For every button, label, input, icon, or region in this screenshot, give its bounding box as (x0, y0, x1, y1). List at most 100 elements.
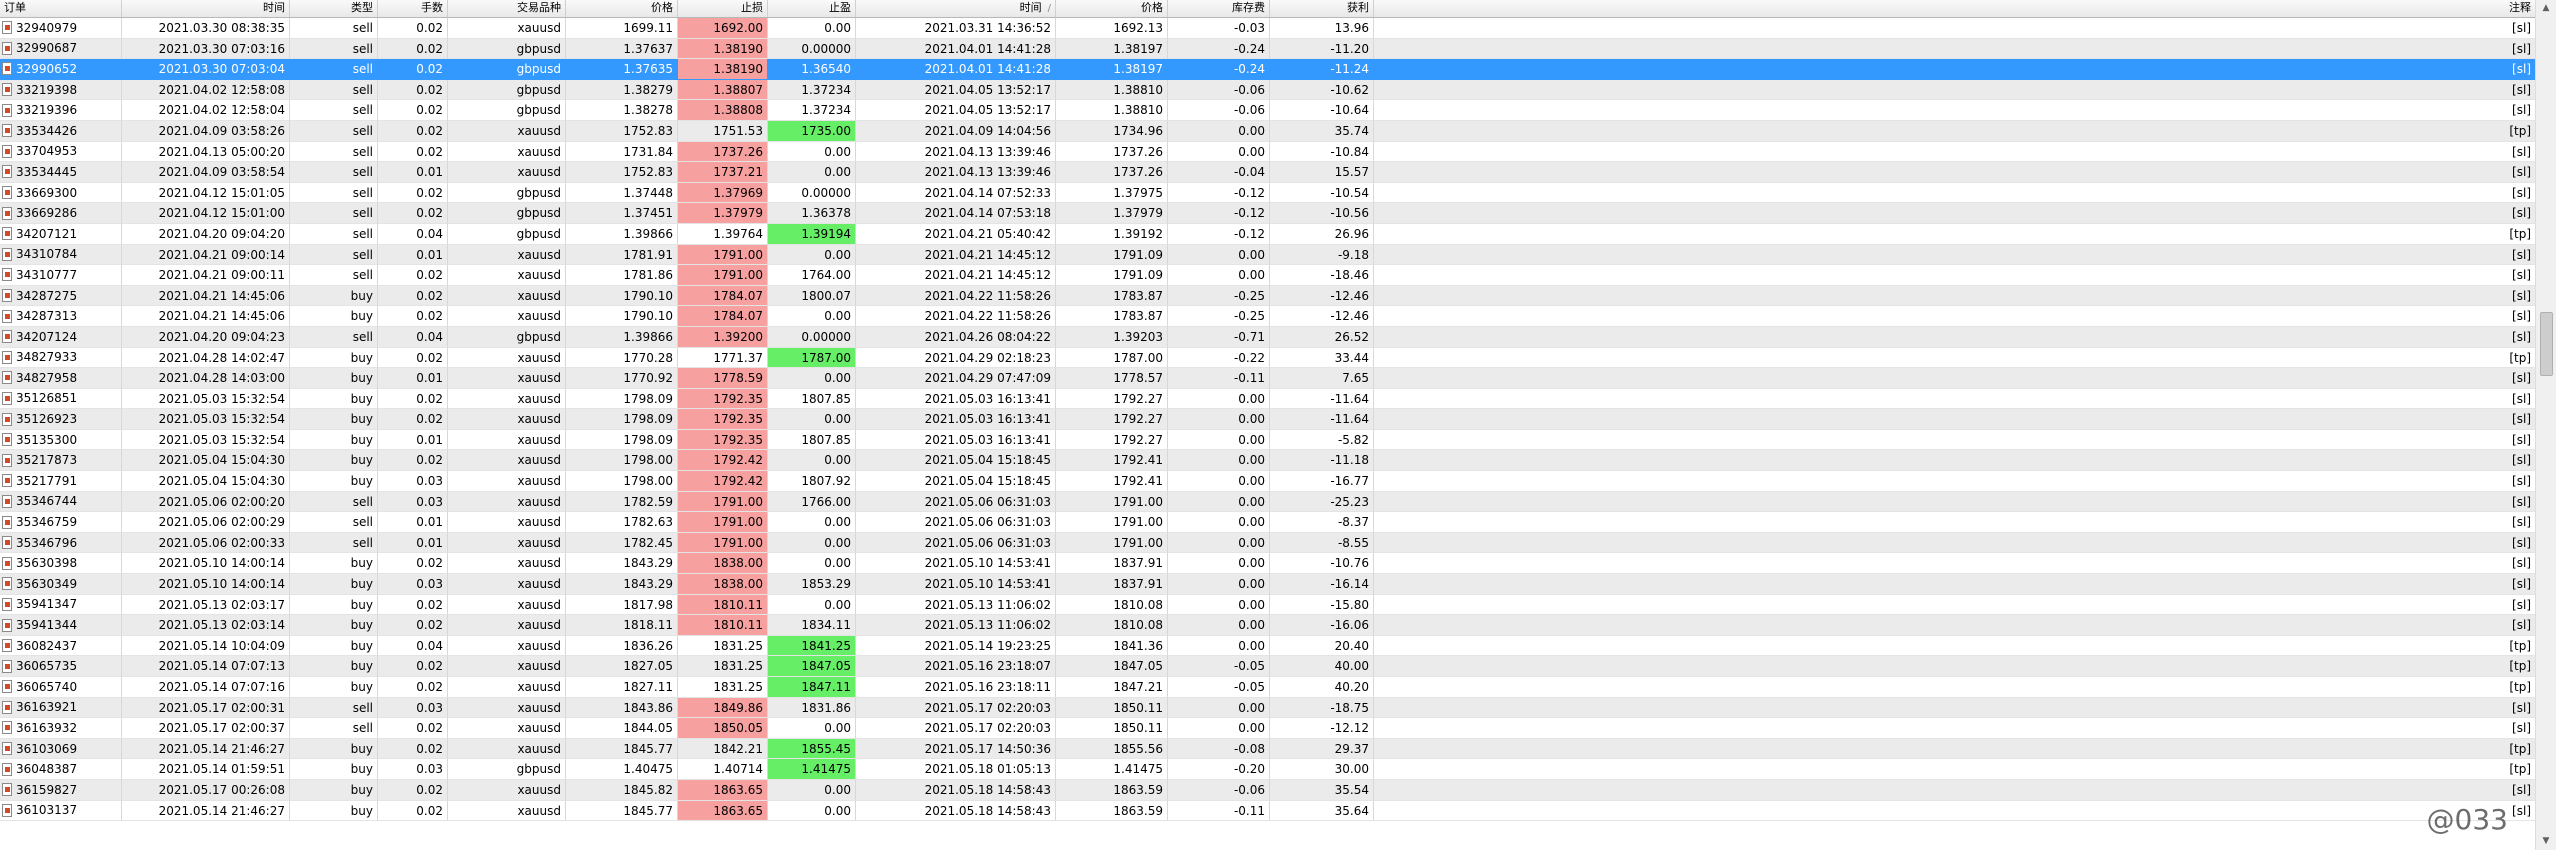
cell-lots: 0.02 (378, 594, 448, 616)
table-row[interactable]: 36065740 2021.05.14 07:07:16 buy 0.02 xauusd… (0, 677, 2536, 698)
cell-open-time: 2021.03.30 07:03:16 (122, 38, 290, 60)
table-row[interactable]: 36163921 2021.05.17 02:00:31 sell 0.03 xauus… (0, 697, 2536, 719)
cell-type: buy (290, 656, 378, 677)
table-row[interactable]: 33669286 2021.04.12 15:01:00 sell 0.02 gbpus… (0, 203, 2536, 224)
column-header-open-time[interactable]: 时间 (122, 0, 290, 17)
table-row[interactable]: 35135300 2021.05.03 15:32:54 buy 0.01 xauusd… (0, 429, 2536, 451)
cell-stop-loss: 1791.00 (678, 512, 768, 533)
table-row[interactable]: 35217873 2021.05.04 15:04:30 buy 0.02 xauusd… (0, 450, 2536, 472)
table-row[interactable]: 33219398 2021.04.02 12:58:08 sell 0.02 gbpus… (0, 79, 2536, 101)
cell-comment: [tp] (1374, 347, 2536, 369)
scroll-up-icon[interactable]: ▲ (2542, 3, 2550, 13)
table-row[interactable]: 34207124 2021.04.20 09:04:23 sell 0.04 gbpus… (0, 326, 2536, 348)
table-row[interactable]: 35126923 2021.05.03 15:32:54 buy 0.02 xauusd… (0, 409, 2536, 430)
cell-open-time: 2021.04.02 12:58:04 (122, 100, 290, 121)
cell-lots: 0.02 (378, 656, 448, 677)
vertical-scrollbar[interactable]: ▲ ▼ (2535, 0, 2556, 850)
table-row[interactable]: 35346744 2021.05.06 02:00:20 sell 0.03 xauus… (0, 491, 2536, 513)
scrollbar-thumb[interactable] (2540, 312, 2553, 376)
cell-symbol: xauusd (448, 594, 566, 616)
table-row[interactable]: 32990652 2021.03.30 07:03:04 sell 0.02 gbpus… (0, 59, 2536, 80)
cell-type: buy (290, 574, 378, 595)
cell-type: sell (290, 59, 378, 80)
table-row[interactable]: 35217791 2021.05.04 15:04:30 buy 0.03 xauusd… (0, 471, 2536, 492)
cell-open-price: 1.38278 (566, 100, 678, 121)
cell-close-time: 2021.05.17 02:20:03 (856, 697, 1056, 719)
cell-order: 35135300 (0, 429, 122, 451)
cell-take-profit: 0.00 (768, 244, 856, 266)
table-row[interactable]: 35346759 2021.05.06 02:00:29 sell 0.01 xauus… (0, 512, 2536, 533)
column-header-swap[interactable]: 库存费 (1168, 0, 1270, 17)
table-row[interactable]: 36159827 2021.05.17 00:26:08 buy 0.02 xauusd… (0, 779, 2536, 801)
column-header-symbol[interactable]: 交易品种 (448, 0, 566, 17)
column-header-open-price[interactable]: 价格 (566, 0, 678, 17)
table-row[interactable]: 33219396 2021.04.02 12:58:04 sell 0.02 gbpus… (0, 100, 2536, 121)
table-row[interactable]: 35630349 2021.05.10 14:00:14 buy 0.03 xauusd… (0, 574, 2536, 595)
column-header-comment[interactable]: 注释 (1374, 0, 2536, 17)
table-row[interactable]: 35630398 2021.05.10 14:00:14 buy 0.02 xauusd… (0, 553, 2536, 575)
column-header-close-price[interactable]: 价格 (1056, 0, 1168, 17)
cell-close-price: 1792.41 (1056, 471, 1168, 492)
table-row[interactable]: 32940979 2021.03.30 08:38:35 sell 0.02 xauus… (0, 18, 2536, 39)
cell-symbol: gbpusd (448, 59, 566, 80)
table-row[interactable]: 34827958 2021.04.28 14:03:00 buy 0.01 xauusd… (0, 368, 2536, 389)
table-row[interactable]: 34287275 2021.04.21 14:45:06 buy 0.02 xauusd… (0, 285, 2536, 307)
table-row[interactable]: 34310784 2021.04.21 09:00:14 sell 0.01 xauus… (0, 244, 2536, 266)
cell-stop-loss: 1792.35 (678, 409, 768, 430)
table-row[interactable]: 34310777 2021.04.21 09:00:11 sell 0.02 xauus… (0, 265, 2536, 286)
table-row[interactable]: 36103069 2021.05.14 21:46:27 buy 0.02 xauusd… (0, 738, 2536, 760)
table-row[interactable]: 35941347 2021.05.13 02:03:17 buy 0.02 xauusd… (0, 594, 2536, 616)
column-header-order[interactable]: 订单 (0, 0, 122, 17)
cell-lots: 0.01 (378, 532, 448, 554)
table-row[interactable]: 35346796 2021.05.06 02:00:33 sell 0.01 xauus… (0, 532, 2536, 554)
cell-comment: [sl] (1374, 388, 2536, 410)
cell-type: sell (290, 38, 378, 60)
scroll-down-icon[interactable]: ▼ (2542, 836, 2550, 846)
document-icon (2, 597, 12, 611)
table-row[interactable]: 35126851 2021.05.03 15:32:54 buy 0.02 xauusd… (0, 388, 2536, 410)
cell-take-profit: 0.00 (768, 141, 856, 163)
table-row[interactable]: 36163932 2021.05.17 02:00:37 sell 0.02 xauus… (0, 718, 2536, 739)
cell-lots: 0.02 (378, 182, 448, 204)
cell-comment: [sl] (1374, 409, 2536, 430)
table-row[interactable]: 36103137 2021.05.14 21:46:27 buy 0.02 xauusd… (0, 800, 2536, 822)
table-row[interactable]: 36048387 2021.05.14 01:59:51 buy 0.03 gbpusd… (0, 759, 2536, 780)
cell-open-price: 1845.82 (566, 779, 678, 801)
cell-lots: 0.02 (378, 285, 448, 307)
document-icon (2, 412, 12, 426)
table-row[interactable]: 33534426 2021.04.09 03:58:26 sell 0.02 xauus… (0, 120, 2536, 142)
table-row[interactable]: 35941344 2021.05.13 02:03:14 buy 0.02 xauusd… (0, 615, 2536, 636)
table-row[interactable]: 34207121 2021.04.20 09:04:20 sell 0.04 gbpus… (0, 223, 2536, 245)
cell-comment: [sl] (1374, 244, 2536, 266)
column-header-type[interactable]: 类型 (290, 0, 378, 17)
table-row[interactable]: 34287313 2021.04.21 14:45:06 buy 0.02 xauusd… (0, 306, 2536, 327)
table-row[interactable]: 33669300 2021.04.12 15:01:05 sell 0.02 gbpus… (0, 182, 2536, 204)
cell-type: buy (290, 677, 378, 698)
table-row[interactable]: 32990687 2021.03.30 07:03:16 sell 0.02 gbpus… (0, 38, 2536, 60)
column-header-take-profit[interactable]: 止盈 (768, 0, 856, 17)
cell-profit: 40.00 (1270, 656, 1374, 677)
column-header-profit[interactable]: 获利 (1270, 0, 1374, 17)
cell-lots: 0.01 (378, 244, 448, 266)
table-row[interactable]: 33534445 2021.04.09 03:58:54 sell 0.01 xauus… (0, 162, 2536, 183)
column-header-stop-loss[interactable]: 止损 (678, 0, 768, 17)
table-row[interactable]: 36082437 2021.05.14 10:04:09 buy 0.04 xauusd… (0, 635, 2536, 657)
cell-open-time: 2021.04.20 09:04:23 (122, 326, 290, 348)
column-header-lots[interactable]: 手数 (378, 0, 448, 17)
cell-order: 36065740 (0, 677, 122, 698)
table-row[interactable]: 33704953 2021.04.13 05:00:20 sell 0.02 xauus… (0, 141, 2536, 163)
cell-close-time: 2021.05.06 06:31:03 (856, 512, 1056, 533)
cell-comment: [tp] (1374, 677, 2536, 698)
cell-take-profit: 1853.29 (768, 574, 856, 595)
cell-profit: -11.18 (1270, 450, 1374, 472)
cell-order: 33534426 (0, 120, 122, 142)
table-row[interactable]: 34827933 2021.04.28 14:02:47 buy 0.02 xauusd… (0, 347, 2536, 369)
cell-swap: 0.00 (1168, 244, 1270, 266)
cell-swap: -0.05 (1168, 677, 1270, 698)
column-header-close-time[interactable]: 时间 / (856, 0, 1056, 17)
cell-open-time: 2021.05.17 02:00:37 (122, 718, 290, 739)
cell-type: buy (290, 800, 378, 822)
table-row[interactable]: 36065735 2021.05.14 07:07:13 buy 0.02 xauusd… (0, 656, 2536, 677)
cell-order: 34827933 (0, 347, 122, 369)
